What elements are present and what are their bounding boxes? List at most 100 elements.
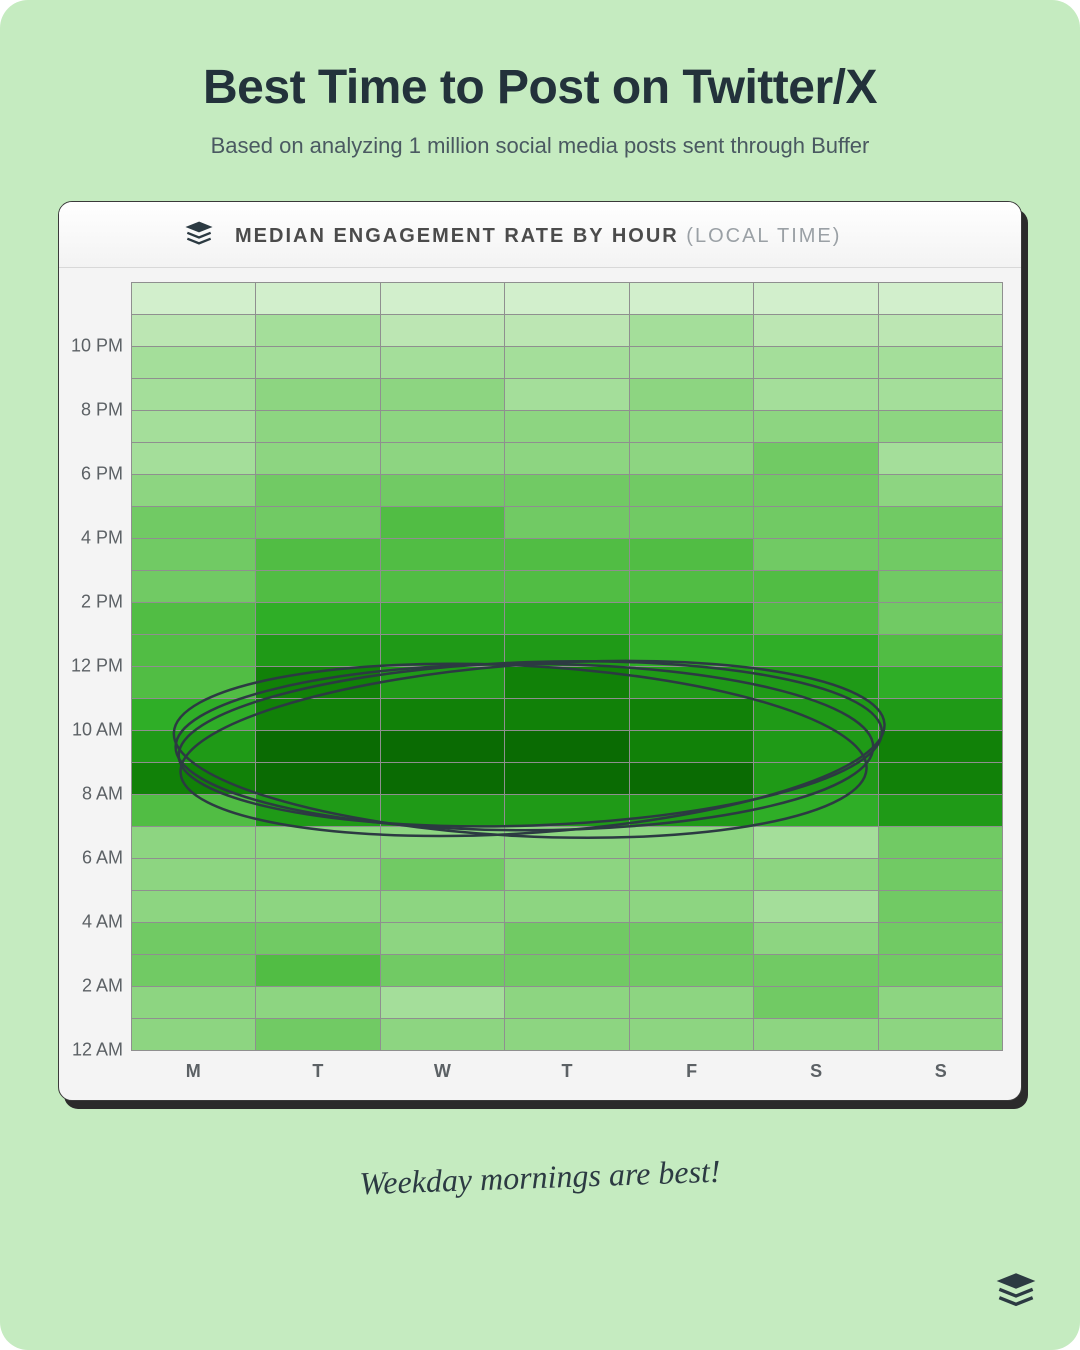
heatmap-cell xyxy=(630,667,754,699)
heatmap-cell xyxy=(381,443,505,475)
heatmap-cell xyxy=(256,571,380,603)
heatmap-cell xyxy=(879,315,1003,347)
heatmap-cell xyxy=(630,763,754,795)
heatmap-cell xyxy=(630,827,754,859)
heatmap-cell xyxy=(381,699,505,731)
heatmap-cell xyxy=(381,827,505,859)
heatmap-cell xyxy=(256,411,380,443)
heatmap-cell xyxy=(879,635,1003,667)
heatmap-cell xyxy=(630,315,754,347)
heatmap-cell xyxy=(381,987,505,1019)
heatmap-cell xyxy=(879,283,1003,315)
heatmap-cell xyxy=(630,539,754,571)
heatmap-cell xyxy=(505,379,629,411)
card-title: MEDIAN ENGAGEMENT RATE BY HOUR (LOCAL TI… xyxy=(235,225,841,248)
heatmap-cell xyxy=(256,475,380,507)
heatmap-cell xyxy=(256,923,380,955)
heatmap-cell xyxy=(256,347,380,379)
heatmap-cell xyxy=(879,571,1003,603)
heatmap-cell xyxy=(256,603,380,635)
heatmap-cell xyxy=(505,1019,629,1051)
heatmap-cell xyxy=(879,379,1003,411)
heatmap-cell xyxy=(381,347,505,379)
heatmap-cell xyxy=(879,411,1003,443)
heatmap-cell xyxy=(754,923,878,955)
heatmap-cell xyxy=(256,795,380,827)
heatmap-cell xyxy=(132,795,256,827)
heatmap-cell xyxy=(879,667,1003,699)
heatmap-cell xyxy=(132,379,256,411)
heatmap-cell xyxy=(256,859,380,891)
heatmap-cell xyxy=(381,859,505,891)
grid-wrap: MTWTFSS xyxy=(131,282,1003,1082)
heatmap-cell xyxy=(132,955,256,987)
heatmap-cell xyxy=(879,539,1003,571)
heatmap-cell xyxy=(754,827,878,859)
heatmap-cell xyxy=(505,763,629,795)
heatmap-cell xyxy=(879,603,1003,635)
heatmap-cell xyxy=(381,603,505,635)
heatmap-cell xyxy=(505,507,629,539)
heatmap-cell xyxy=(879,731,1003,763)
heatmap-cell xyxy=(132,699,256,731)
heatmap-cell xyxy=(132,507,256,539)
heatmap-cell xyxy=(879,859,1003,891)
heatmap-cell xyxy=(381,891,505,923)
heatmap-cell xyxy=(132,315,256,347)
heatmap-cell xyxy=(132,859,256,891)
heatmap-cell xyxy=(132,827,256,859)
heatmap-cell xyxy=(381,379,505,411)
heatmap-cell xyxy=(132,571,256,603)
heatmap-cell xyxy=(630,571,754,603)
heatmap-cell xyxy=(630,507,754,539)
y-axis: 12 AM2 AM4 AM6 AM8 AM10 AM12 PM2 PM4 PM6… xyxy=(69,282,131,1082)
card-header: MEDIAN ENGAGEMENT RATE BY HOUR (LOCAL TI… xyxy=(59,202,1021,268)
heatmap-cell xyxy=(132,347,256,379)
heatmap-cell xyxy=(879,347,1003,379)
heatmap-cell xyxy=(879,923,1003,955)
heatmap-cell xyxy=(505,827,629,859)
buffer-logo-icon xyxy=(996,1271,1036,1316)
heatmap-cell xyxy=(754,603,878,635)
x-axis-label: F xyxy=(629,1061,754,1082)
heatmap-cell xyxy=(256,763,380,795)
heatmap-cell xyxy=(132,731,256,763)
heatmap-cell xyxy=(754,987,878,1019)
heatmap-cell xyxy=(630,987,754,1019)
heatmap-cell xyxy=(754,891,878,923)
heatmap-cell xyxy=(132,603,256,635)
heatmap-cell xyxy=(505,987,629,1019)
heatmap-cell xyxy=(879,795,1003,827)
heatmap-cell xyxy=(630,283,754,315)
heatmap-cell xyxy=(132,987,256,1019)
heatmap-cell xyxy=(505,411,629,443)
heatmap-cell xyxy=(381,635,505,667)
heatmap-cell xyxy=(879,475,1003,507)
heatmap-cell xyxy=(754,507,878,539)
heatmap-cell xyxy=(754,443,878,475)
heatmap-cell xyxy=(754,411,878,443)
heatmap-cell xyxy=(630,603,754,635)
heatmap-cell xyxy=(132,443,256,475)
chart-area: 12 AM2 AM4 AM6 AM8 AM10 AM12 PM2 PM4 PM6… xyxy=(59,268,1021,1100)
heatmap-cell xyxy=(630,347,754,379)
heatmap-cell xyxy=(256,827,380,859)
heatmap-cell xyxy=(754,955,878,987)
heatmap-cell xyxy=(381,795,505,827)
heatmap-cell xyxy=(381,955,505,987)
heatmap-cell xyxy=(381,539,505,571)
heatmap-cell xyxy=(754,1019,878,1051)
heatmap-cell xyxy=(754,315,878,347)
heatmap-cell xyxy=(630,731,754,763)
x-axis: MTWTFSS xyxy=(131,1061,1003,1082)
heatmap-cell xyxy=(505,571,629,603)
heatmap-cell xyxy=(256,731,380,763)
heatmap-cell xyxy=(381,283,505,315)
heatmap-grid xyxy=(131,282,1003,1051)
x-axis-label: M xyxy=(131,1061,256,1082)
card-title-main: MEDIAN ENGAGEMENT RATE BY HOUR xyxy=(235,225,679,247)
heatmap-cell xyxy=(879,699,1003,731)
x-axis-label: S xyxy=(878,1061,1003,1082)
heatmap-cell xyxy=(505,891,629,923)
x-axis-label: T xyxy=(256,1061,381,1082)
